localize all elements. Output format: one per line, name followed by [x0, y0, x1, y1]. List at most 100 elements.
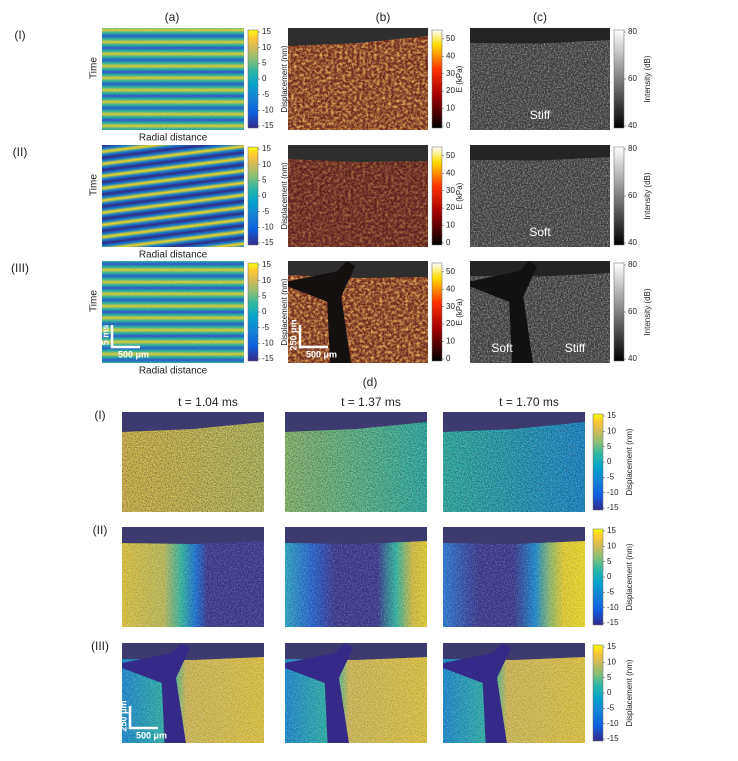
scale-bar	[298, 325, 328, 349]
colorbar-tick-label: 40	[628, 238, 637, 247]
colorbar-tick-label: 30	[446, 302, 455, 311]
row-label: (III)	[11, 261, 29, 275]
colorbar	[592, 528, 604, 626]
colorbar-label: Displacement (nm)	[625, 428, 634, 495]
colorbar-tick-label: 50	[446, 151, 455, 160]
colorbar-tick-label: 15	[607, 526, 616, 535]
colorbar-tick-label: 0	[446, 121, 451, 130]
colorbar-tick-label: 40	[446, 168, 455, 177]
annotation: Stiff	[565, 341, 586, 355]
colorbar-tick-label: -5	[262, 323, 270, 332]
colorbar-tick-label: 50	[446, 34, 455, 43]
surface-background	[470, 145, 610, 161]
colorbar-label: E (kPa)	[455, 182, 464, 209]
texture	[470, 28, 610, 130]
colorbar-tick-label: -5	[262, 207, 270, 216]
colorbar-tick-label: -15	[607, 734, 619, 743]
surface-background	[470, 28, 610, 44]
panel-label: (a)	[165, 10, 180, 24]
colorbar-tick-label: 15	[607, 642, 616, 651]
colorbar-tick-label: 10	[262, 160, 271, 169]
colorbar-tick-label: 5	[262, 175, 267, 184]
colorbar-tick-label: 30	[446, 69, 455, 78]
surface-background	[288, 261, 428, 278]
colorbar-tick-label: 60	[628, 74, 637, 83]
colorbar	[247, 262, 259, 362]
crack	[470, 261, 538, 363]
colorbar-label: Intensity (dB)	[643, 55, 652, 102]
colorbar-tick-label: 60	[628, 307, 637, 316]
colorbar-tick-label: 30	[446, 186, 455, 195]
colorbar-tick-label: -5	[607, 703, 615, 712]
surface-background	[122, 527, 264, 544]
annotation: Stiff	[530, 108, 551, 122]
colorbar-tick-label: 0	[446, 354, 451, 363]
texture	[288, 28, 428, 130]
colorbar-label: Intensity (dB)	[643, 288, 652, 335]
colorbar	[613, 262, 625, 362]
colorbar	[613, 29, 625, 129]
colorbar-tick-label: 50	[446, 267, 455, 276]
colorbar-tick-label: 15	[262, 144, 271, 153]
axis-label: Radial distance	[139, 133, 208, 144]
colorbar-tick-label: -15	[262, 354, 274, 363]
texture	[102, 28, 244, 130]
scale-label: 500 μm	[118, 349, 149, 359]
colorbar-tick-label: 80	[628, 27, 637, 36]
panel-label: (d)	[363, 375, 378, 389]
colorbar-tick-label: 80	[628, 260, 637, 269]
surface-background	[285, 527, 427, 544]
colorbar-tick-label: -15	[607, 503, 619, 512]
colorbar-tick-label: 0	[262, 191, 267, 200]
row-label: (I)	[94, 408, 105, 422]
colorbar-tick-label: 40	[628, 354, 637, 363]
crack	[285, 643, 354, 743]
colorbar	[247, 29, 259, 129]
surface-background	[122, 412, 264, 432]
crack	[288, 261, 356, 363]
colorbar	[431, 262, 443, 362]
panel-label: (c)	[533, 10, 547, 24]
scale-bar	[110, 325, 140, 349]
panel-label: (b)	[376, 10, 391, 24]
colorbar-tick-label: 5	[607, 442, 612, 451]
row-label: (II)	[93, 523, 108, 537]
colorbar-tick-label: -5	[262, 90, 270, 99]
colorbar-tick-label: 10	[262, 276, 271, 285]
time-label: t = 1.04 ms	[178, 395, 238, 409]
row-label: (I)	[14, 28, 25, 42]
scale-label: 500 μm	[306, 349, 337, 359]
surface-background	[122, 643, 264, 660]
colorbar-tick-label: 5	[262, 291, 267, 300]
colorbar-tick-label: 10	[446, 337, 455, 346]
colorbar-tick-label: -15	[262, 121, 274, 130]
colorbar-tick-label: -10	[607, 719, 619, 728]
colorbar-tick-label: 40	[446, 284, 455, 293]
colorbar-label: Displacement (nm)	[625, 659, 634, 726]
colorbar-tick-label: 10	[262, 43, 271, 52]
colorbar	[247, 146, 259, 246]
colorbar-tick-label: -15	[607, 618, 619, 627]
scale-label: 500 μm	[136, 730, 167, 740]
colorbar-tick-label: -15	[262, 238, 274, 247]
colorbar-tick-label: 0	[262, 74, 267, 83]
colorbar-tick-label: 10	[607, 541, 616, 550]
row-label: (III)	[91, 639, 109, 653]
axis-label: Radial distance	[139, 366, 208, 377]
colorbar	[431, 146, 443, 246]
colorbar-tick-label: 20	[446, 86, 455, 95]
colorbar-tick-label: 10	[607, 426, 616, 435]
colorbar	[431, 29, 443, 129]
colorbar-tick-label: -5	[607, 587, 615, 596]
colorbar-tick-label: 15	[262, 27, 271, 36]
colorbar-tick-label: 20	[446, 203, 455, 212]
texture	[470, 145, 610, 247]
surface-background	[443, 527, 585, 544]
colorbar-tick-label: 0	[607, 688, 612, 697]
colorbar-tick-label: -10	[607, 603, 619, 612]
colorbar	[592, 644, 604, 742]
surface-background	[443, 412, 585, 432]
colorbar-tick-label: 10	[446, 104, 455, 113]
scale-label: 250 μm	[288, 319, 298, 350]
